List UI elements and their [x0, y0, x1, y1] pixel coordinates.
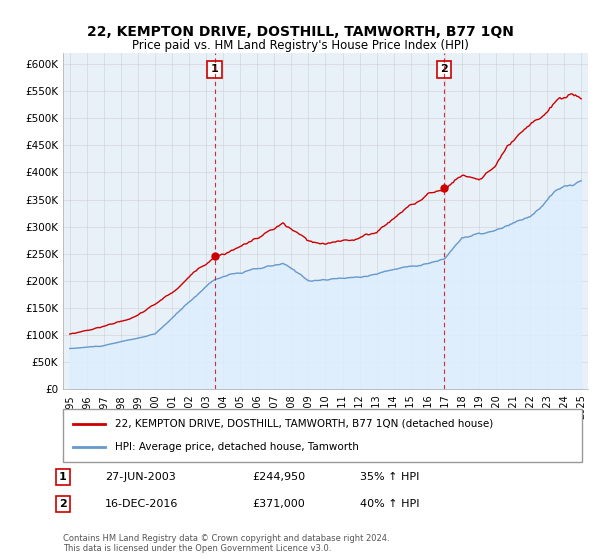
Text: 35% ↑ HPI: 35% ↑ HPI — [360, 472, 419, 482]
Text: 40% ↑ HPI: 40% ↑ HPI — [360, 499, 419, 509]
Text: 16-DEC-2016: 16-DEC-2016 — [105, 499, 178, 509]
Text: 22, KEMPTON DRIVE, DOSTHILL, TAMWORTH, B77 1QN (detached house): 22, KEMPTON DRIVE, DOSTHILL, TAMWORTH, B… — [115, 419, 493, 429]
Text: Price paid vs. HM Land Registry's House Price Index (HPI): Price paid vs. HM Land Registry's House … — [131, 39, 469, 52]
Text: 2: 2 — [59, 499, 67, 509]
Text: 1: 1 — [59, 472, 67, 482]
Text: £371,000: £371,000 — [252, 499, 305, 509]
Text: 22, KEMPTON DRIVE, DOSTHILL, TAMWORTH, B77 1QN: 22, KEMPTON DRIVE, DOSTHILL, TAMWORTH, B… — [86, 25, 514, 39]
Text: 27-JUN-2003: 27-JUN-2003 — [105, 472, 176, 482]
Text: HPI: Average price, detached house, Tamworth: HPI: Average price, detached house, Tamw… — [115, 442, 359, 452]
Text: £244,950: £244,950 — [252, 472, 305, 482]
Text: Contains HM Land Registry data © Crown copyright and database right 2024.
This d: Contains HM Land Registry data © Crown c… — [63, 534, 389, 553]
FancyBboxPatch shape — [63, 409, 582, 462]
Text: 2: 2 — [440, 64, 448, 74]
Text: 1: 1 — [211, 64, 218, 74]
